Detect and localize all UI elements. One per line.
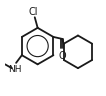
Text: Cl: Cl xyxy=(28,7,38,17)
Text: NH: NH xyxy=(8,65,22,74)
Text: O: O xyxy=(58,51,66,61)
